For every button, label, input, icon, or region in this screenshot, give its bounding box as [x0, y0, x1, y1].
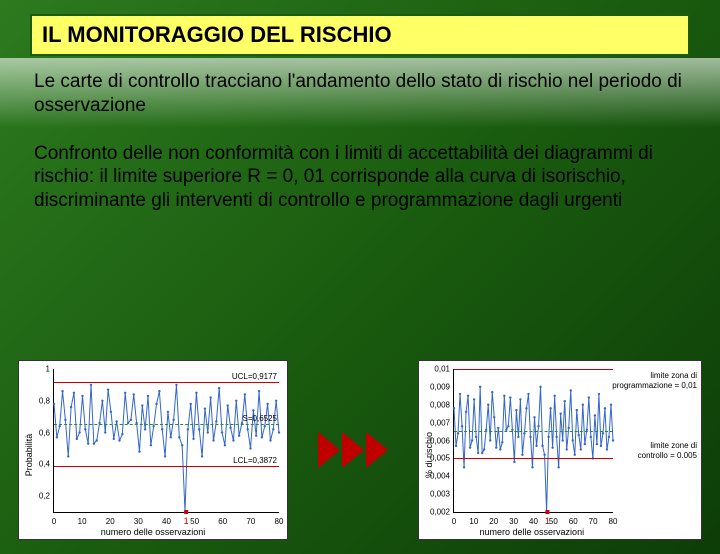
ytick: 0,4: [24, 460, 50, 469]
xtick: 0: [452, 517, 456, 526]
xlabel-right: numero delle osservazioni: [480, 527, 585, 537]
paragraph-2: Confronto delle non conformità con i lim…: [0, 142, 720, 213]
ytick: 0,002: [424, 508, 450, 517]
xtick: 40: [162, 517, 171, 526]
control-line: [454, 458, 613, 459]
arrow-icon: [342, 432, 364, 468]
series-right: 1: [454, 369, 613, 512]
intro-block: Le carte di controllo tracciano l'andame…: [0, 58, 720, 128]
xtick: 60: [218, 517, 227, 526]
xlabel-left: numero delle osservazioni: [101, 527, 206, 537]
arrow-icon: [366, 432, 388, 468]
xtick: 80: [609, 517, 618, 526]
control-line: [54, 382, 279, 383]
control-line: [454, 431, 613, 432]
xtick: 30: [134, 517, 143, 526]
xtick: 70: [246, 517, 255, 526]
control-line: [454, 369, 613, 370]
control-line: [54, 424, 279, 425]
line-label: UCL=0,9177: [232, 372, 277, 381]
xtick: 50: [190, 517, 199, 526]
slide-title: IL MONITORAGGIO DEL RISCHIO: [30, 14, 690, 56]
ylabel-left: Probabilità: [24, 434, 34, 477]
control-chart-right: % di rischio numero delle osservazioni 1…: [418, 360, 702, 540]
xtick: 20: [489, 517, 498, 526]
plot-area-right: 1 0,0020,0030,0040,0050,0060,0070,0080,0…: [453, 369, 613, 513]
svg-text:1: 1: [184, 516, 189, 526]
ytick: 0,008: [424, 400, 450, 409]
paragraph-1: Le carte di controllo tracciano l'andame…: [34, 70, 686, 128]
ytick: 0,003: [424, 490, 450, 499]
ytick: 0,009: [424, 382, 450, 391]
line-label: LCL=0,3872: [233, 456, 277, 465]
xtick: 40: [529, 517, 538, 526]
xtick: 80: [275, 517, 284, 526]
xtick: 70: [589, 517, 598, 526]
control-chart-left: Probabilità numero delle osservazioni 1 …: [18, 360, 288, 540]
line-label: S=0,6525: [243, 414, 277, 423]
xtick: 10: [78, 517, 87, 526]
ytick: 0,005: [424, 454, 450, 463]
charts-row: Probabilità numero delle osservazioni 1 …: [0, 360, 720, 540]
xtick: 50: [549, 517, 558, 526]
ytick: 0,8: [24, 396, 50, 405]
xtick: 20: [106, 517, 115, 526]
xtick: 30: [509, 517, 518, 526]
right-line-label: limite zone di: [650, 441, 697, 450]
arrow-icon: [318, 432, 340, 468]
control-line: [54, 466, 279, 467]
series-left: 1: [54, 369, 279, 512]
xtick: 10: [469, 517, 478, 526]
ytick: 0,01: [424, 365, 450, 374]
ytick: 0,004: [424, 472, 450, 481]
xtick: 60: [569, 517, 578, 526]
xtick: 0: [52, 517, 56, 526]
ytick: 0,007: [424, 418, 450, 427]
ytick: 0,2: [24, 492, 50, 501]
ytick: 1: [24, 365, 50, 374]
right-line-label: programmazione = 0,01: [612, 381, 697, 390]
arrow-group: [318, 432, 388, 468]
right-line-label: limite zona di: [650, 371, 697, 380]
plot-area-left: 1 0,20,40,60,8101020304050607080UCL=0,91…: [53, 369, 279, 513]
ytick: 0,006: [424, 436, 450, 445]
right-line-label: controllo = 0.005: [638, 451, 697, 460]
ytick: 0,6: [24, 428, 50, 437]
